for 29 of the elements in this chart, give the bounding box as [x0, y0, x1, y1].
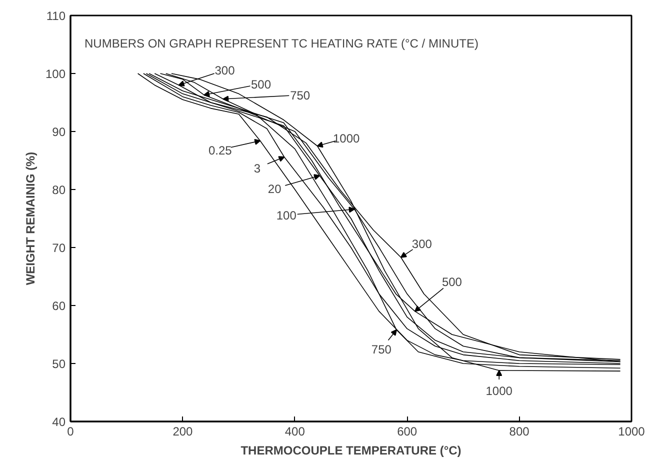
- y-tick-label: 40: [52, 415, 66, 429]
- annotation: 750: [290, 88, 310, 103]
- y-axis-title: WEIGHT REMAINIG (%): [23, 152, 38, 286]
- annotation: 0.25: [208, 143, 232, 158]
- x-tick-label: 0: [67, 424, 74, 438]
- y-tick-label: 90: [52, 125, 66, 139]
- annotation: 1000: [486, 384, 513, 398]
- x-axis-title: THERMOCOUPLE TEMPERATURE (°C): [240, 444, 462, 458]
- annotation: 100: [276, 208, 297, 223]
- x-tick-label: 200: [172, 424, 194, 438]
- x-tick-label: 1000: [618, 424, 646, 438]
- annotation: 300: [412, 236, 432, 251]
- y-tick-label: 60: [52, 299, 66, 313]
- y-tick-label: 50: [52, 357, 66, 371]
- y-tick-label: 100: [45, 67, 66, 81]
- annotation: 750: [371, 342, 392, 356]
- annotation: 500: [442, 274, 462, 289]
- annotation: 3: [254, 162, 261, 176]
- x-tick-label: 400: [284, 424, 306, 438]
- annotation: 20: [268, 182, 282, 196]
- annotation: 1000: [332, 132, 360, 146]
- y-tick-label: 70: [52, 241, 66, 255]
- y-tick-label: 110: [46, 9, 66, 23]
- annotation: NUMBERS ON GRAPH REPRESENT TC HEATING RATE (°C / MINUTE): [84, 36, 478, 50]
- y-tick-label: 80: [52, 183, 66, 197]
- x-tick-label: 800: [509, 424, 530, 438]
- annotation: 500: [251, 77, 272, 92]
- annotation: 300: [214, 64, 236, 78]
- x-tick-label: 600: [397, 424, 418, 438]
